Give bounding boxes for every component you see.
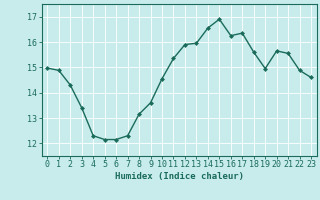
X-axis label: Humidex (Indice chaleur): Humidex (Indice chaleur) [115, 172, 244, 181]
